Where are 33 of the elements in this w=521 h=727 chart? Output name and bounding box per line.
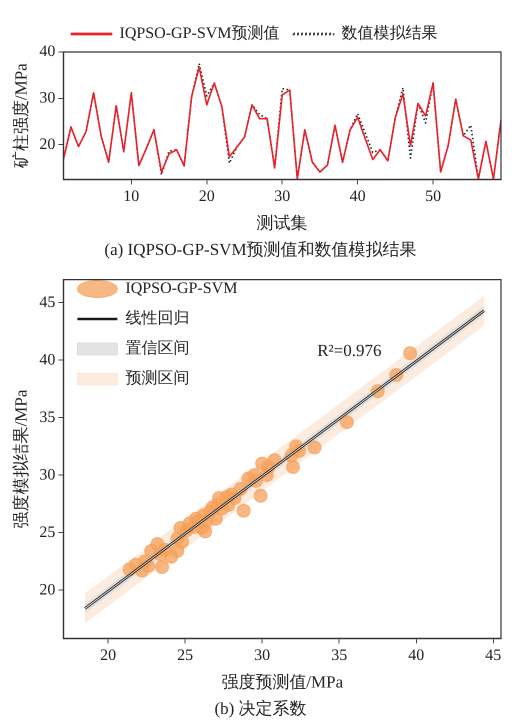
x-axis-title: 测试集: [256, 213, 308, 232]
legend-label: IQPSO-GP-SVM预测值: [119, 25, 280, 42]
legend-label: 数值模拟结果: [342, 24, 438, 42]
legend-label: IQPSO-GP-SVM: [125, 280, 238, 298]
legend-label: 置信区间: [125, 339, 190, 358]
x-tick-label: 25: [177, 647, 194, 664]
x-tick-label: 10: [123, 188, 140, 206]
legend-label: 线性回归: [125, 309, 190, 328]
y-tick-label: 25: [39, 524, 56, 541]
y-tick-label: 30: [39, 466, 56, 484]
x-tick-label: 35: [331, 647, 348, 664]
y-tick-label: 35: [39, 408, 56, 426]
text: (a) IQPSO-GP-SVM预测值和数值模拟结果: [103, 239, 418, 261]
x-tick-label: 40: [408, 647, 424, 664]
x-tick-label: 30: [274, 188, 290, 206]
x-tick-label: 45: [485, 647, 502, 664]
y-tick-label: 20: [39, 581, 56, 598]
annotation: R²=0.976: [317, 340, 382, 360]
x-tick-label: 20: [198, 188, 215, 206]
y-tick-label: 20: [39, 136, 56, 153]
y-axis-title: 矿柱强度/MPa: [12, 62, 31, 170]
x-tick-label: 50: [425, 188, 442, 206]
x-tick-label: 20: [100, 647, 116, 664]
y-tick-label: 40: [39, 43, 56, 60]
y-tick-label: 30: [39, 90, 56, 107]
legend-label: 预测区间: [125, 369, 190, 388]
x-tick-label: 40: [350, 188, 366, 206]
y-tick-label: 45: [39, 294, 56, 311]
y-axis-title: 强度模拟结果/MPa: [12, 389, 31, 528]
text: (b) 决定系数: [213, 698, 308, 720]
x-axis-title: 强度预测值/MPa: [221, 672, 344, 692]
x-tick-label: 30: [254, 647, 270, 664]
y-tick-label: 40: [39, 351, 56, 368]
